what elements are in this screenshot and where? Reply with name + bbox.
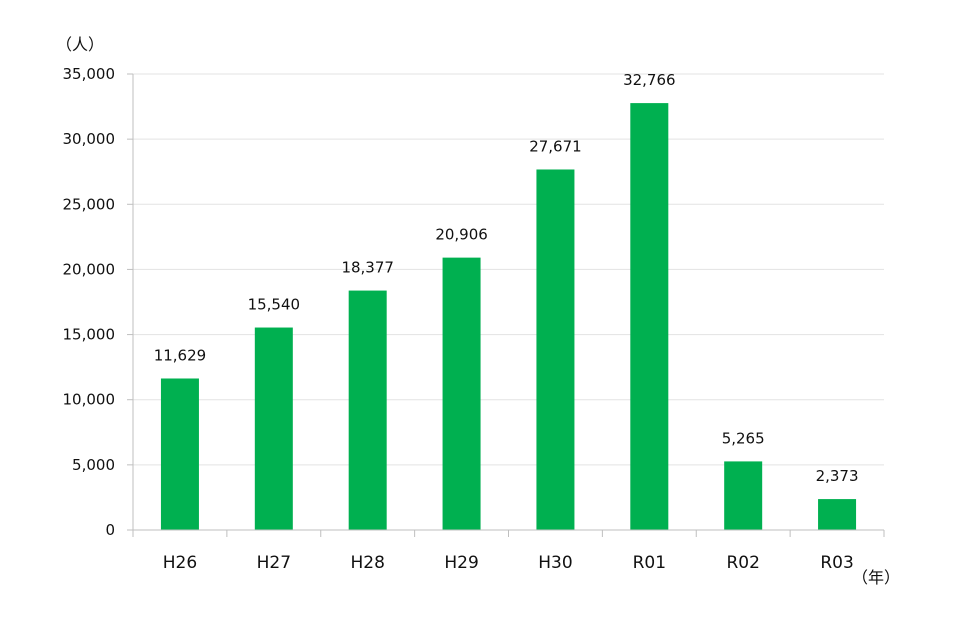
x-category-label: H26: [163, 553, 197, 573]
bars: [160, 103, 857, 531]
bar: [630, 103, 669, 530]
y-tick-label: 20,000: [63, 260, 116, 278]
bar: [724, 461, 763, 530]
data-label: 20,906: [435, 226, 488, 244]
x-category-label: R03: [820, 553, 853, 573]
data-label: 2,373: [816, 467, 859, 485]
x-category-label: H28: [350, 553, 384, 573]
bar: [254, 327, 293, 530]
bar: [160, 378, 199, 530]
y-tick-label: 25,000: [63, 195, 116, 213]
bar: [348, 290, 387, 530]
y-tick-label: 5,000: [72, 456, 115, 474]
y-tick-label: 10,000: [63, 391, 116, 409]
data-label: 18,377: [341, 259, 394, 277]
bar: [818, 499, 857, 530]
x-category-label: H27: [257, 553, 291, 573]
data-label: 11,629: [154, 346, 207, 364]
x-category-label: H29: [444, 553, 478, 573]
y-tick-label: 0: [105, 521, 115, 539]
y-tick-label: 15,000: [63, 326, 116, 344]
labels: （人） （年） 0 5,000 10,000 15,000 20,000 25,000 30…: [56, 35, 900, 587]
bar: [536, 169, 575, 531]
axes: [127, 73, 885, 537]
y-axis-unit-label: （人）: [56, 35, 104, 54]
y-tick-label: 35,000: [63, 65, 116, 83]
data-label: 32,766: [623, 71, 676, 89]
bar: [442, 257, 481, 530]
data-label: 27,671: [529, 137, 582, 155]
data-label: 15,540: [248, 296, 301, 314]
x-category-label: R01: [633, 553, 666, 573]
data-label: 5,265: [722, 429, 765, 447]
y-tick-label: 30,000: [63, 130, 116, 148]
x-axis-unit-label: （年）: [852, 568, 900, 587]
x-category-label: R02: [726, 553, 759, 573]
x-category-label: H30: [538, 553, 572, 573]
gridlines: [133, 73, 884, 466]
